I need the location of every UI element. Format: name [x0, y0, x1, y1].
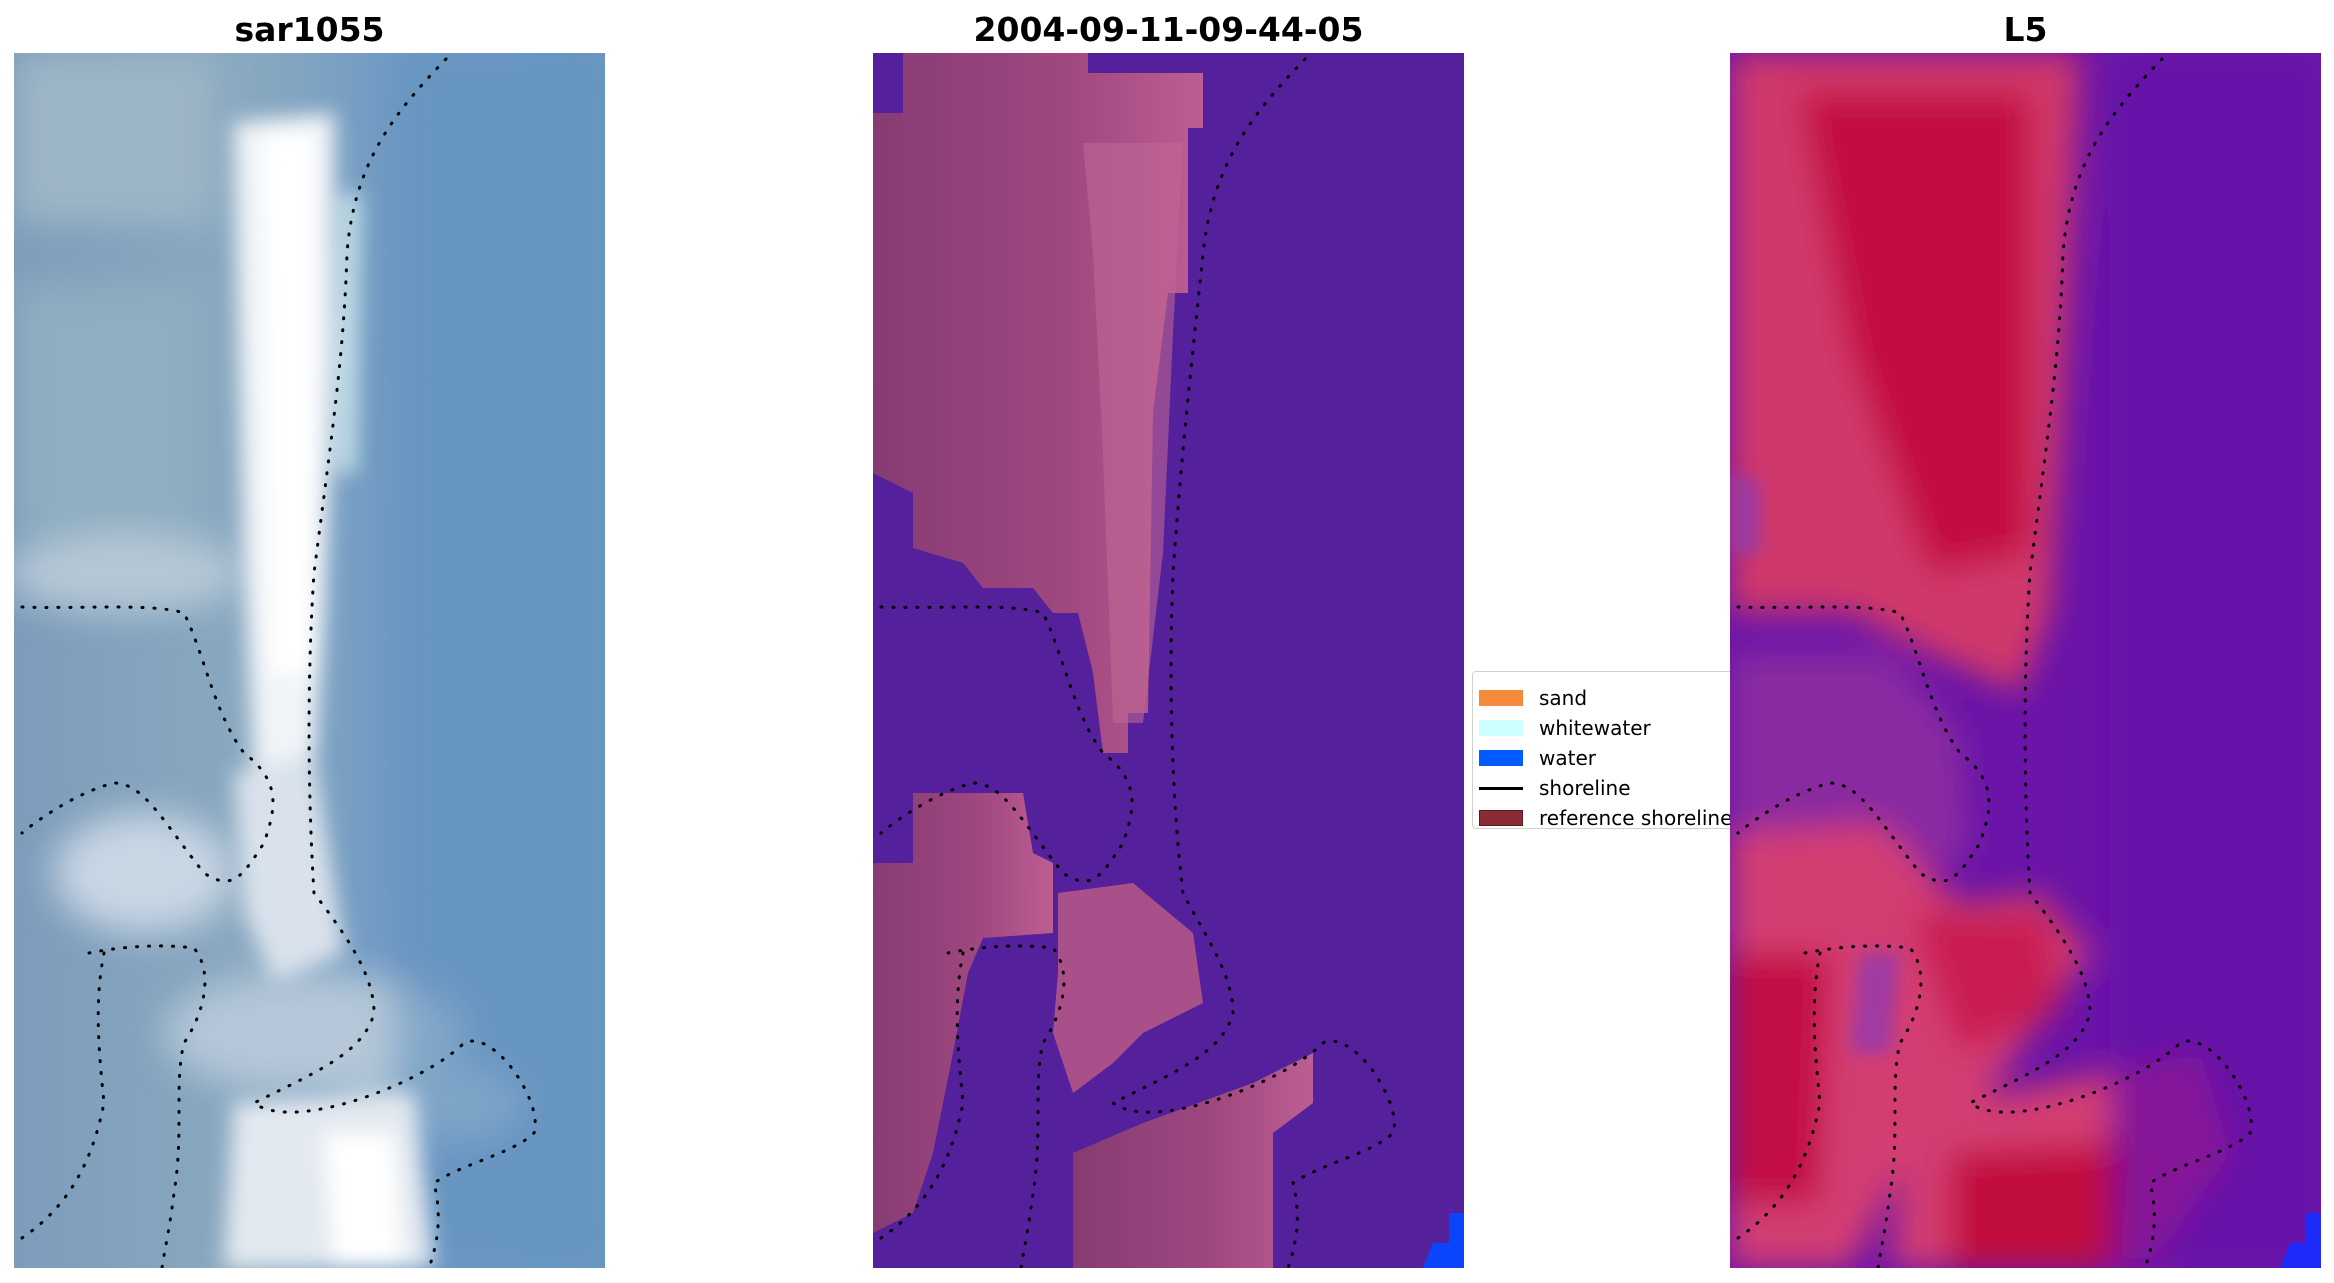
panel-title-rgb: sar1055 — [234, 10, 385, 49]
rgb-shoreline — [20, 57, 537, 1268]
legend-line-shoreline — [1479, 786, 1523, 790]
legend-item-water: water — [1479, 744, 1596, 772]
legend-swatch-whitewater — [1479, 720, 1523, 736]
legend-item-reference-shoreline: reference shoreline — [1479, 804, 1733, 829]
legend-label: reference shoreline — [1539, 806, 1733, 829]
legend-label: shoreline — [1539, 776, 1631, 800]
classification-panel — [873, 53, 1464, 1268]
index-shoreline — [1736, 57, 2253, 1268]
legend-item-sand: sand — [1479, 684, 1587, 712]
legend-label: water — [1539, 746, 1596, 770]
legend-swatch-reference-shoreline — [1479, 810, 1523, 826]
legend-item-shoreline: shoreline — [1479, 774, 1631, 802]
rgb-image-panel — [14, 53, 605, 1268]
rgb-image — [14, 53, 605, 1268]
index-panel — [1730, 53, 2321, 1268]
classification-shoreline — [879, 57, 1396, 1268]
classification-image — [873, 53, 1464, 1268]
legend-swatch-water — [1479, 750, 1523, 766]
legend-item-whitewater: whitewater — [1479, 714, 1651, 742]
legend-label: whitewater — [1539, 716, 1651, 740]
index-image — [1730, 53, 2321, 1268]
panel-title-index: L5 — [2003, 10, 2048, 49]
legend-swatch-sand — [1479, 690, 1523, 706]
legend: sand whitewater water shoreline referenc… — [1472, 671, 1740, 829]
panel-title-classification: 2004-09-11-09-44-05 — [973, 10, 1364, 49]
legend-label: sand — [1539, 686, 1588, 710]
